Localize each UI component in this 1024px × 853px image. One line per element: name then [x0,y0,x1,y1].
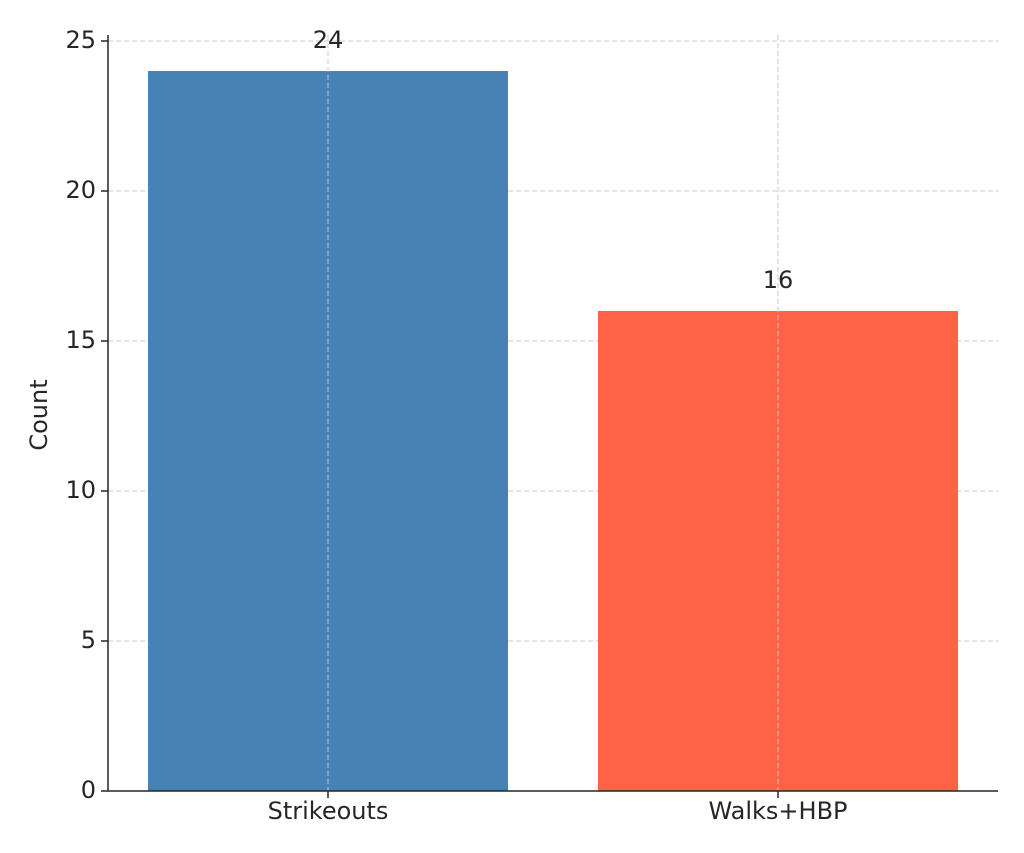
y-tick-label: 0 [81,776,96,804]
y-tick-label: 15 [65,326,96,354]
y-tick-label: 5 [81,626,96,654]
y-tick-label: 10 [65,476,96,504]
y-tick-label: 25 [65,26,96,54]
y-axis-label: Count [25,379,53,450]
value-label: 16 [763,266,794,294]
value-label: 24 [313,26,344,54]
x-tick-label: Strikeouts [268,797,389,825]
y-tick-label: 20 [65,176,96,204]
x-tick-label: Walks+HBP [708,797,847,825]
